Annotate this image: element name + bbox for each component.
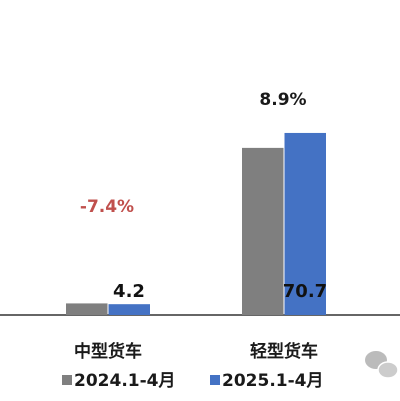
- annotation: 8.9%: [259, 90, 306, 110]
- annotation: -7.4%: [80, 197, 134, 217]
- bar: [242, 147, 284, 315]
- legend-swatch: [210, 375, 220, 385]
- bar: [108, 304, 150, 315]
- bar: [284, 132, 326, 315]
- x-tick-label: 中型货车: [74, 341, 142, 362]
- value-label: 4.2: [113, 281, 145, 302]
- legend-swatch: [62, 375, 72, 385]
- x-tick-label: 轻型货车: [250, 341, 318, 362]
- bar: [66, 303, 108, 315]
- legend-label: 2025.1-4月: [222, 371, 324, 391]
- watermark-icon: [365, 351, 399, 379]
- value-label: 70.7: [283, 281, 327, 302]
- legend-label: 2024.1-4月: [74, 371, 176, 391]
